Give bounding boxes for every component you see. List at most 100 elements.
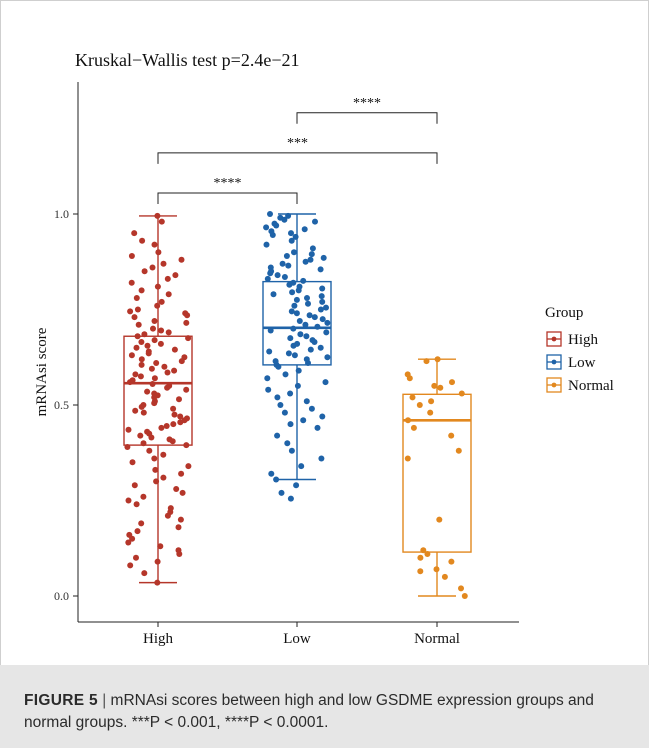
y-tick-label: 0.5 <box>54 398 69 412</box>
data-point <box>151 241 158 248</box>
data-point <box>274 432 281 439</box>
bracket-line <box>157 192 298 204</box>
data-point <box>406 375 413 382</box>
data-point <box>138 356 145 363</box>
data-point <box>132 407 139 414</box>
y-tick-label: 0.0 <box>54 589 69 603</box>
legend-key-dot <box>551 382 557 388</box>
data-point <box>458 585 464 592</box>
data-point <box>288 447 295 454</box>
data-point <box>279 260 286 267</box>
bracket-high-low: **** <box>157 176 298 204</box>
data-point <box>448 558 455 565</box>
data-point <box>281 274 288 280</box>
data-point <box>297 331 304 338</box>
data-point <box>436 516 443 523</box>
data-point <box>125 497 132 504</box>
data-point <box>281 409 288 416</box>
data-point <box>267 270 274 277</box>
data-point <box>164 369 171 376</box>
significance-label: **** <box>353 96 381 111</box>
data-point <box>296 318 303 324</box>
data-point <box>268 470 275 477</box>
data-point <box>151 455 158 462</box>
data-point <box>129 459 136 466</box>
data-point <box>133 554 139 561</box>
data-point <box>133 295 140 301</box>
data-point <box>288 308 295 315</box>
data-point <box>171 367 178 374</box>
x-tick-label: Low <box>283 631 311 647</box>
data-point <box>309 245 316 252</box>
data-point <box>314 424 321 431</box>
data-point <box>176 551 183 557</box>
data-point <box>124 444 131 450</box>
data-point <box>290 342 297 349</box>
data-point <box>410 424 417 431</box>
data-point <box>291 249 297 256</box>
data-point <box>320 254 327 261</box>
data-point <box>183 442 190 449</box>
data-point <box>461 593 468 599</box>
data-point <box>312 218 318 225</box>
data-point <box>160 474 167 481</box>
data-point <box>302 321 309 328</box>
legend-title: Group <box>545 305 583 321</box>
data-point <box>128 253 135 259</box>
data-point <box>125 539 132 546</box>
data-point <box>134 528 141 535</box>
data-point <box>431 382 438 389</box>
data-point <box>140 409 147 416</box>
data-point <box>417 568 424 575</box>
data-point <box>155 249 162 256</box>
data-point <box>134 333 141 340</box>
data-point <box>185 463 192 470</box>
data-point <box>161 363 168 370</box>
data-point <box>263 241 270 248</box>
data-point <box>308 251 315 258</box>
data-point <box>149 264 156 271</box>
data-point <box>169 438 176 445</box>
data-point <box>317 344 324 351</box>
data-point <box>324 354 331 361</box>
data-point <box>138 361 145 368</box>
data-point <box>178 470 185 477</box>
data-point <box>158 327 165 334</box>
data-point <box>308 405 315 412</box>
figure-caption: FIGURE 5 | mRNAsi scores between high an… <box>24 690 624 734</box>
significance-brackets: *********** <box>157 96 438 204</box>
data-point <box>283 253 290 259</box>
data-point <box>288 237 295 244</box>
data-point <box>157 340 164 347</box>
data-point <box>317 306 324 313</box>
data-point <box>298 463 305 470</box>
caption-separator: | <box>102 692 107 709</box>
data-point <box>178 256 185 263</box>
data-point <box>264 375 271 382</box>
data-point <box>135 321 142 328</box>
legend: Group High Low Normal <box>545 305 614 394</box>
data-point <box>138 520 145 527</box>
bracket-high-normal: *** <box>157 136 438 164</box>
data-point <box>292 233 299 240</box>
data-point <box>287 495 294 502</box>
data-point <box>319 298 326 305</box>
data-point <box>164 384 171 391</box>
data-point <box>448 432 455 439</box>
data-point <box>416 402 423 408</box>
data-point <box>290 325 297 332</box>
data-point <box>318 293 325 300</box>
boxplot-chart: Kruskal−Wallis test p=2.4e−21 0.0 0.5 1.0 H… <box>34 50 614 647</box>
data-point <box>300 277 307 284</box>
data-point <box>437 384 444 391</box>
x-tick-label: High <box>143 631 174 647</box>
data-point <box>173 486 180 492</box>
data-point <box>154 283 161 290</box>
data-point <box>171 346 178 353</box>
data-point <box>128 279 135 286</box>
legend-key-dot <box>551 336 557 342</box>
data-point <box>151 318 158 324</box>
data-point <box>138 287 145 294</box>
data-point <box>293 482 300 489</box>
data-point <box>285 262 292 269</box>
